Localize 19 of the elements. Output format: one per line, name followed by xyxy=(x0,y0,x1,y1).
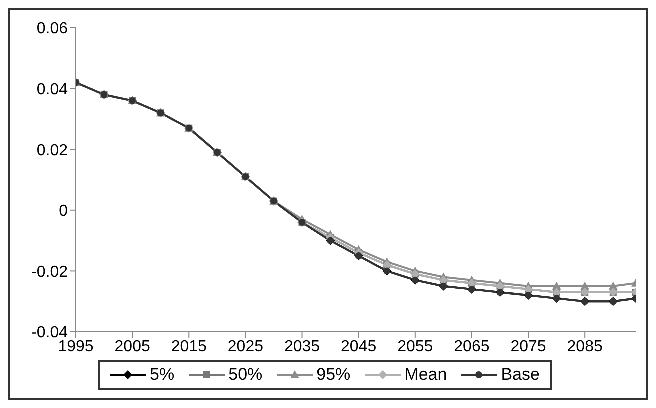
legend-label: 95% xyxy=(316,365,351,385)
legend-label: Mean xyxy=(404,365,448,385)
y-tick-label: 0.04 xyxy=(36,81,68,98)
y-tick-label: 0.02 xyxy=(36,142,68,160)
x-tick-label: 2085 xyxy=(567,338,603,356)
x-tick-label: 2055 xyxy=(398,338,434,356)
x-tick-label: 2045 xyxy=(341,338,377,356)
y-tick-label: 0.06 xyxy=(36,20,68,38)
x-tick-label: 2015 xyxy=(171,338,208,356)
x-tick-label: 2025 xyxy=(228,338,264,356)
x-tick-label: 2065 xyxy=(454,338,490,356)
y-tick-label: 0 xyxy=(59,203,68,220)
legend-label: Base xyxy=(501,365,540,385)
legend-label: 5% xyxy=(150,365,175,385)
legend-label: 50% xyxy=(228,365,263,385)
x-tick-label: 2075 xyxy=(510,338,546,356)
x-tick-label: 2035 xyxy=(284,338,320,356)
x-tick-label: 2005 xyxy=(114,338,150,356)
y-tick-label: -0.02 xyxy=(32,264,68,281)
